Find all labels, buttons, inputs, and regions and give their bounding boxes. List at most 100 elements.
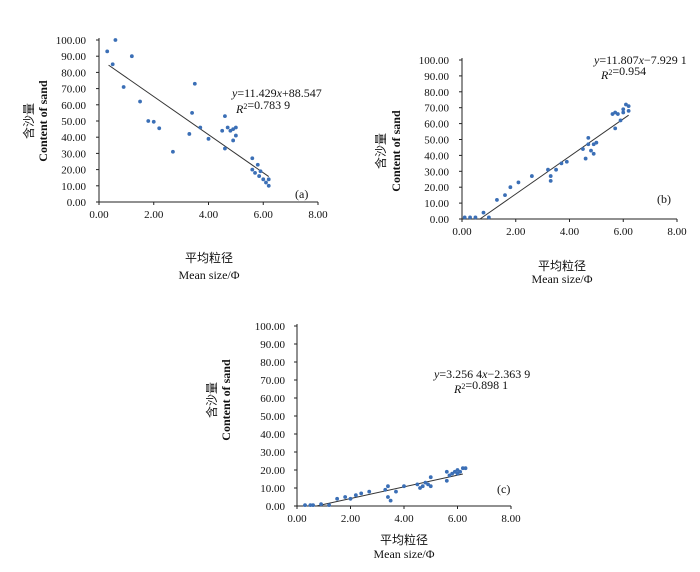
data-point bbox=[266, 183, 271, 188]
data-point bbox=[426, 482, 430, 487]
y-tick-label: 80.00 bbox=[424, 87, 449, 99]
data-point bbox=[618, 118, 623, 123]
y-axis-label-cn: 含沙量 bbox=[373, 133, 388, 169]
data-point bbox=[458, 469, 463, 474]
data-point bbox=[452, 469, 457, 474]
y-axis-label-cn: 含沙量 bbox=[204, 382, 219, 418]
y-tick-label: 90.00 bbox=[260, 339, 285, 351]
y-tick-label: 70.00 bbox=[424, 103, 449, 115]
data-point bbox=[589, 148, 593, 153]
y-tick-label: 90.00 bbox=[424, 71, 449, 83]
y-tick-label: 100.00 bbox=[56, 35, 87, 47]
data-point bbox=[206, 136, 211, 141]
data-point bbox=[359, 491, 364, 496]
chart-panel-a: 0.00 10.00 20.00 30.00 40.00 50.00 60.00 70.00 8… bbox=[21, 35, 328, 282]
y-tick-label: 90.00 bbox=[61, 51, 86, 63]
data-point bbox=[423, 480, 428, 485]
y-tick-label: 70.00 bbox=[260, 375, 285, 387]
data-point bbox=[233, 125, 238, 130]
r-squared-label: R2=0.954 bbox=[600, 64, 646, 82]
data-point bbox=[113, 38, 118, 42]
data-point bbox=[255, 162, 260, 167]
data-point bbox=[223, 146, 227, 151]
data-point bbox=[253, 170, 257, 175]
data-point bbox=[228, 128, 233, 133]
data-point bbox=[428, 475, 433, 480]
x-tick-label: 6.00 bbox=[448, 513, 468, 525]
x-tick-label: 2.00 bbox=[144, 209, 164, 221]
y-tick-label: 80.00 bbox=[61, 67, 86, 79]
x-tick-label: 6.00 bbox=[254, 209, 274, 221]
panel-label: (c) bbox=[497, 482, 510, 496]
x-axis-label-cn: 平均粒径 bbox=[185, 250, 233, 265]
data-point bbox=[367, 489, 372, 494]
regression-equation: y=11.807x−7.929 1 bbox=[593, 53, 687, 67]
y-axis-label-cn: 含沙量 bbox=[21, 103, 36, 139]
data-point bbox=[386, 484, 390, 489]
y-tick-label: 50.00 bbox=[424, 135, 449, 147]
data-point bbox=[615, 112, 620, 116]
data-point bbox=[388, 498, 393, 503]
x-tick-label: 4.00 bbox=[560, 226, 580, 238]
x-axis-label-en: Mean size/Φ bbox=[373, 547, 434, 561]
data-point bbox=[621, 110, 626, 115]
data-point bbox=[303, 503, 307, 507]
y-tick-label: 50.00 bbox=[260, 411, 285, 423]
data-point bbox=[473, 215, 478, 220]
data-point bbox=[594, 140, 599, 145]
y-tick-label: 40.00 bbox=[260, 429, 285, 441]
y-tick-label: 100.00 bbox=[419, 55, 450, 67]
data-point bbox=[192, 81, 197, 86]
data-point bbox=[121, 85, 126, 89]
data-point bbox=[462, 215, 467, 220]
y-tick-label: 100.00 bbox=[255, 321, 286, 333]
data-point bbox=[261, 177, 266, 182]
data-point bbox=[428, 484, 433, 489]
data-point bbox=[402, 484, 406, 489]
data-point bbox=[250, 167, 255, 172]
x-tick-label: 0.00 bbox=[287, 513, 307, 525]
data-point bbox=[586, 136, 591, 140]
y-tick-label: 80.00 bbox=[260, 357, 285, 369]
data-point bbox=[468, 215, 472, 220]
data-point bbox=[146, 119, 151, 123]
data-point bbox=[516, 180, 521, 185]
data-point bbox=[335, 496, 340, 501]
data-point bbox=[138, 99, 142, 104]
data-point bbox=[444, 478, 449, 483]
panel-label: (b) bbox=[657, 192, 671, 206]
data-point bbox=[343, 495, 348, 499]
x-tick-label: 4.00 bbox=[394, 513, 414, 525]
y-tick-label: 20.00 bbox=[260, 465, 285, 477]
x-tick-label: 8.00 bbox=[667, 226, 687, 238]
data-point bbox=[621, 107, 626, 112]
data-point bbox=[559, 161, 564, 166]
x-axis-label-en: Mean size/Φ bbox=[178, 268, 239, 282]
data-point bbox=[105, 49, 110, 54]
data-point bbox=[581, 147, 585, 151]
data-point bbox=[327, 503, 331, 507]
panel-label: (a) bbox=[295, 187, 308, 201]
data-point bbox=[586, 142, 591, 147]
data-point bbox=[546, 167, 550, 172]
data-point bbox=[258, 169, 263, 174]
data-point bbox=[220, 128, 225, 133]
y-tick-label: 40.00 bbox=[61, 132, 86, 144]
y-tick-label: 30.00 bbox=[424, 166, 449, 178]
x-tick-label: 8.00 bbox=[308, 209, 328, 221]
data-point bbox=[420, 484, 425, 489]
y-tick-label: 20.00 bbox=[61, 165, 86, 177]
regression-equation: y=11.429x+88.547 bbox=[231, 86, 322, 100]
data-point bbox=[198, 125, 203, 130]
data-point bbox=[548, 174, 553, 178]
data-point bbox=[508, 185, 513, 190]
y-tick-label: 50.00 bbox=[61, 116, 86, 128]
data-point bbox=[455, 468, 460, 472]
data-point bbox=[626, 108, 631, 113]
data-point bbox=[231, 138, 236, 143]
r-squared-label: R2=0.898 1 bbox=[453, 378, 508, 396]
data-point bbox=[415, 482, 420, 487]
data-point bbox=[503, 193, 507, 198]
data-point bbox=[157, 126, 162, 131]
data-point bbox=[444, 469, 449, 474]
